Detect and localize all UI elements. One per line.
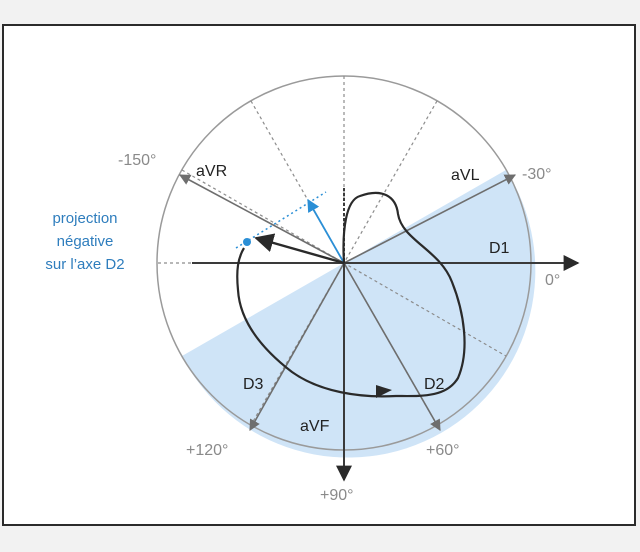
lead-axes: [179, 174, 516, 431]
vector-loop: [236, 191, 466, 398]
note-line-2: négative: [57, 233, 114, 250]
label-d3: D3: [243, 376, 264, 393]
angle-p120: +120°: [186, 442, 228, 459]
projection-arrow: [307, 198, 345, 264]
axis-avr: [179, 174, 345, 264]
loop-mean-vector: [254, 233, 345, 265]
angle-m30: -30°: [522, 166, 552, 183]
axis-d3: [249, 262, 345, 431]
note-line-1: projection: [52, 210, 117, 227]
axis-d2: [343, 262, 441, 431]
angle-p90: +90°: [320, 487, 354, 504]
projection-point: [243, 238, 251, 246]
label-avf: aVF: [300, 418, 330, 435]
angle-m150: -150°: [118, 152, 156, 169]
label-d2: D2: [424, 376, 445, 393]
angle-0: 0°: [545, 272, 560, 289]
label-avl: aVL: [451, 167, 480, 184]
loop-direction-arrow: [376, 385, 392, 398]
positive-region-d2: [182, 170, 536, 458]
axis-avl: [343, 174, 516, 264]
label-avr: aVR: [196, 163, 227, 180]
note-line-3: sur l’axe D2: [45, 256, 124, 273]
angle-p60: +60°: [426, 442, 460, 459]
label-d1: D1: [489, 240, 510, 257]
